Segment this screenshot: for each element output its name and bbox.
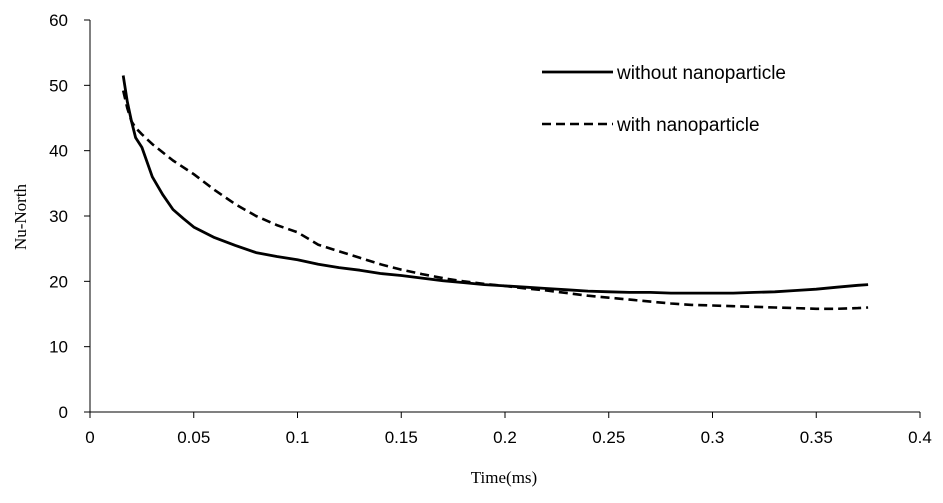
y-axis-title: Nu-North <box>11 183 30 250</box>
y-tick-label: 50 <box>49 76 68 95</box>
x-tick-label: 0.05 <box>177 428 210 447</box>
y-tick-label: 20 <box>49 272 68 291</box>
series-layer <box>121 75 869 311</box>
y-axis-ticks: 0 10 20 30 40 50 60 <box>49 11 90 422</box>
series-line-without-nanoparticle <box>121 75 869 295</box>
y-tick-label: 0 <box>59 403 68 422</box>
x-tick-label: 0.4 <box>908 428 932 447</box>
y-tick-label: 40 <box>49 142 68 161</box>
x-axis-title: Time(ms) <box>471 468 537 487</box>
x-tick-label: 0.3 <box>701 428 725 447</box>
legend-label-without-nanoparticle: without nanoparticle <box>616 63 786 84</box>
x-tick-label: 0.25 <box>592 428 625 447</box>
x-tick-label: 0.2 <box>493 428 517 447</box>
x-tick-label: 0.35 <box>800 428 833 447</box>
series-line-with-nanoparticle <box>121 90 869 311</box>
legend: without nanoparticle with nanoparticle <box>542 63 786 136</box>
x-tick-label: 0 <box>85 428 94 447</box>
axes <box>89 20 920 413</box>
y-tick-label: 60 <box>49 11 68 30</box>
x-axis-ticks: 0 0.05 0.1 0.15 0.2 0.25 0.3 0.35 0.4 <box>85 412 932 447</box>
y-tick-label: 30 <box>49 207 68 226</box>
legend-label-with-nanoparticle: with nanoparticle <box>616 115 760 136</box>
y-tick-label: 10 <box>49 338 68 357</box>
x-tick-label: 0.1 <box>286 428 310 447</box>
x-tick-label: 0.15 <box>385 428 418 447</box>
